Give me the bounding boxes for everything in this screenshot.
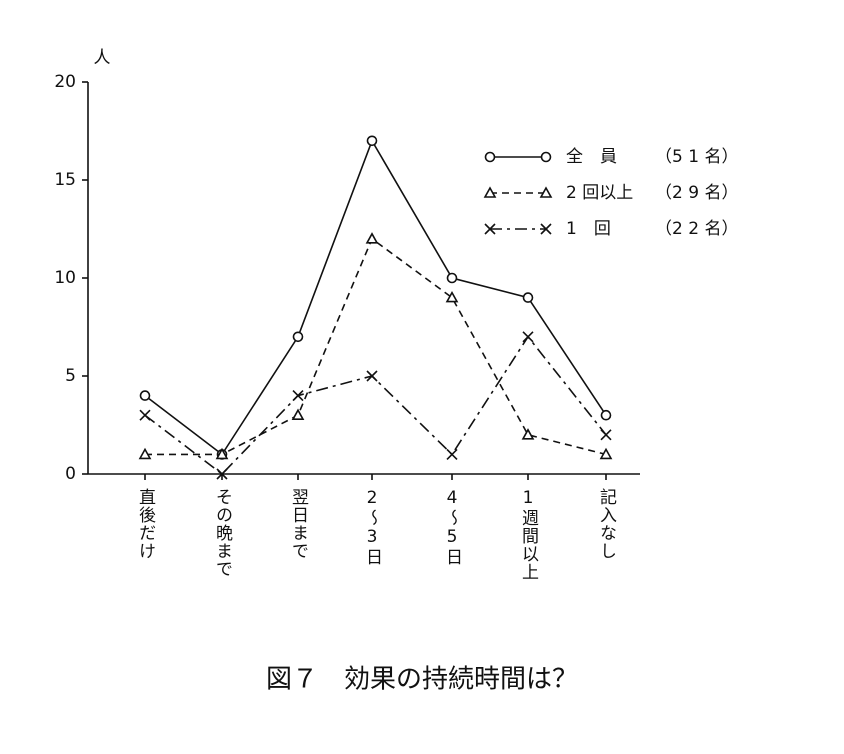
marker [216,468,228,480]
legend-label: 1 回 [566,219,611,239]
marker [292,331,304,343]
legend-marker [483,186,497,198]
legend-label: 全 員 [566,147,617,167]
legend-marker [539,186,553,198]
series-line [144,335,607,476]
legend-note: （2 2 名） [655,219,738,239]
x-tick-label: 記入なし [596,488,617,560]
legend-note: （5 1 名） [655,147,738,167]
marker [291,408,305,420]
y-axis-label: 人 [94,48,111,68]
series-line [145,237,607,456]
y-tick-label: 10 [54,268,76,288]
y-tick-label: 5 [65,366,76,386]
series-line [144,138,607,456]
legend-marker [484,151,496,163]
y-tick-label: 20 [54,72,76,92]
marker [215,447,229,460]
y-tick-label: 0 [65,464,76,484]
legend-marker [540,151,552,163]
y-tick-label: 15 [54,170,76,190]
legend-marker [540,223,552,235]
marker [139,390,151,401]
marker [445,290,459,303]
x-tick-label: 翌日まで [288,488,309,560]
marker [446,272,458,284]
x-tick-label: 2〜3日 [362,488,382,566]
marker [292,390,304,402]
marker [600,429,612,441]
marker [521,428,535,440]
marker [522,331,534,343]
legend-label: 2 回以上 [566,183,633,203]
x-tick-label: 1週間以上 [518,488,539,581]
marker [366,135,378,147]
legend-note: （2 9 名） [655,183,738,203]
x-tick-label: 直後だけ [135,488,156,560]
legend-marker [484,223,496,235]
marker [522,292,534,303]
marker [600,409,612,421]
marker [139,409,151,421]
marker [599,447,613,460]
x-tick-label: その晩まで [212,488,232,578]
marker [365,232,379,244]
marker [138,447,152,460]
marker [446,448,458,460]
marker [366,370,378,382]
x-tick-label: 4〜5日 [442,488,462,566]
chart-title: 図７ 効果の持続時間は？ [266,665,578,695]
